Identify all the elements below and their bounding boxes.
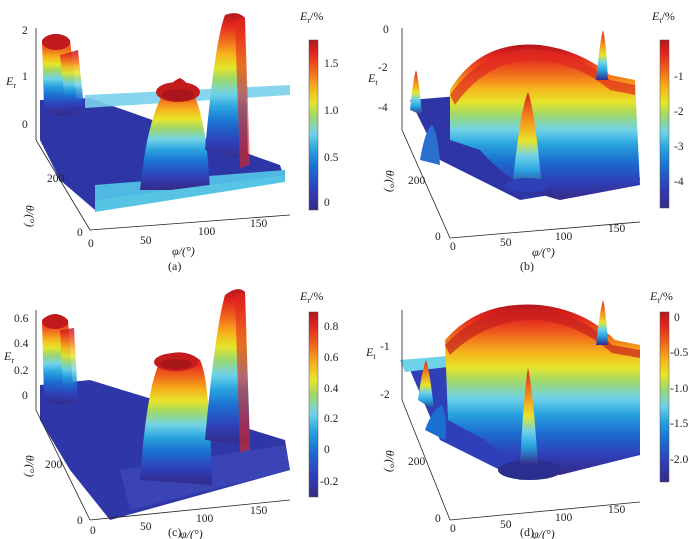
phi-tick-b-150: 150: [608, 223, 626, 235]
colorbar-tick-c-3: 0.2: [324, 413, 339, 425]
phi-tick-a-100: 100: [198, 226, 216, 238]
phi-tick-c-150: 150: [250, 505, 268, 517]
surface-d: [400, 300, 640, 480]
colorbar-title-b: Et/%: [651, 9, 675, 25]
colorbar-tick-c-1: 0.6: [324, 352, 339, 364]
z-axis-label-d: Et: [365, 345, 376, 361]
z-axis-label-b: Et: [367, 71, 378, 87]
colorbar-c: Er/% 0.8 0.6 0.4 0.2 0 -0.2: [299, 289, 339, 498]
z-tick-d-0: -1: [380, 341, 390, 353]
colorbar-bar-d: [659, 311, 670, 483]
phi-tick-d-0: 0: [450, 523, 456, 535]
theta-tick-a-0: 0: [77, 227, 83, 239]
theta-axis-label-c: θ/(°): [23, 455, 37, 477]
surface-b: [410, 30, 640, 200]
colorbar-bar-b: [659, 39, 670, 209]
z-tick-c-0: 0.6: [14, 313, 29, 325]
colorbar-tick-c-5: -0.2: [320, 476, 338, 488]
theta-tick-c-200: 200: [45, 459, 63, 471]
colorbar-tick-c-0: 0.8: [324, 321, 339, 333]
axes-b: 0 -2 -4 Et 200 0 θ/(°) 0 50 100 150 φ/(°…: [367, 24, 641, 259]
z-tick-c-3: 0: [22, 390, 28, 402]
caption-a: (a): [168, 259, 181, 273]
theta-axis-label-d: θ/(°): [383, 450, 397, 472]
colorbar-title-d: Et/%: [649, 289, 673, 305]
colorbar-tick-a-1: 1.0: [324, 105, 339, 117]
phi-tick-d-150: 150: [608, 504, 626, 516]
phi-tick-b-50: 50: [500, 237, 512, 249]
phi-tick-b-0: 0: [450, 241, 456, 253]
colorbar-tick-d-1: -0.5: [670, 347, 688, 359]
colorbar-tick-a-0: 1.5: [324, 58, 339, 70]
phi-axis-label-a: φ/(°): [172, 244, 195, 258]
colorbar-a: Er/% 1.5 1.0 0.5 0: [299, 9, 339, 211]
phi-tick-a-0: 0: [88, 238, 94, 250]
phi-tick-c-0: 0: [90, 525, 96, 537]
colorbar-d: Et/% 0 -0.5 -1.0 -1.5 -2.0: [649, 289, 688, 483]
panel-d: -1 -2 Et 200 0 θ/(°) 0 50 100 150 φ/(°) …: [365, 289, 688, 539]
z-axis-label-a: Er: [5, 74, 16, 90]
colorbar-tick-d-3: -1.5: [670, 418, 688, 430]
colorbar-tick-a-3: 0: [324, 197, 330, 209]
z-tick-b-1: -2: [378, 62, 388, 74]
axes-d: -1 -2 Et 200 0 θ/(°) 0 50 100 150 φ/(°): [365, 310, 641, 539]
theta-tick-d-200: 200: [408, 456, 426, 468]
colorbar-title-a: Er/%: [299, 9, 323, 25]
colorbar-tick-d-2: -1.0: [670, 383, 688, 395]
theta-axis-label-a: θ/(°): [23, 205, 37, 227]
colorbar-tick-c-4: 0: [324, 444, 330, 456]
theta-tick-c-0: 0: [77, 515, 83, 527]
colorbar-tick-b-3: -4: [674, 176, 684, 188]
surface-c: [40, 289, 290, 520]
panel-b: 0 -2 -4 Et 200 0 θ/(°) 0 50 100 150 φ/(°…: [367, 9, 684, 273]
axes-c: 0.6 0.4 0.2 0 Er 200 0 θ/(°) 0 50 100 15…: [3, 310, 291, 539]
theta-tick-b-0: 0: [435, 231, 441, 243]
phi-tick-c-50: 50: [140, 521, 152, 533]
caption-b: (b): [520, 259, 534, 273]
z-tick-b-2: -4: [378, 102, 388, 114]
colorbar-tick-c-2: 0.4: [324, 383, 339, 395]
z-tick-a-2: 2: [22, 25, 28, 37]
colorbar-title-c: Er/%: [299, 289, 323, 305]
z-tick-d-1: -2: [380, 389, 390, 401]
colorbar-tick-d-0: 0: [674, 312, 680, 324]
colorbar-tick-d-4: -2.0: [670, 454, 688, 466]
z-tick-a-0: 0: [22, 119, 28, 131]
phi-axis-label-c: φ/(°): [180, 527, 203, 539]
z-tick-a-1: 1: [22, 71, 28, 83]
theta-tick-b-200: 200: [408, 175, 426, 187]
colorbar-tick-b-1: -2: [674, 106, 684, 118]
phi-axis-label-b: φ/(°): [532, 245, 555, 259]
z-tick-c-2: 0.2: [14, 365, 29, 377]
panel-a: 2 1 0 Er 200 0 θ/(°) 0 50 100 150 φ/(°) …: [5, 9, 339, 273]
phi-tick-c-100: 100: [196, 513, 214, 525]
theta-tick-a-200: 200: [47, 173, 65, 185]
surface-a: [40, 13, 290, 212]
colorbar-tick-a-2: 0.5: [324, 152, 339, 164]
phi-axis-label-d: φ/(°): [532, 527, 555, 539]
z-tick-b-0: 0: [383, 24, 389, 36]
phi-tick-b-100: 100: [555, 231, 573, 243]
colorbar-b: Et/% -1 -2 -3 -4: [651, 9, 684, 209]
theta-tick-d-0: 0: [435, 513, 441, 525]
phi-tick-d-50: 50: [500, 519, 512, 531]
caption-d: (d): [520, 525, 534, 539]
colorbar-tick-b-2: -3: [674, 141, 684, 153]
z-tick-c-1: 0.4: [14, 338, 29, 350]
colorbar-tick-b-0: -1: [674, 71, 684, 83]
colorbar-bar-c: [308, 311, 319, 498]
phi-tick-d-100: 100: [555, 512, 573, 524]
axes-a: 2 1 0 Er 200 0 θ/(°) 0 50 100 150 φ/(°): [5, 25, 291, 258]
z-axis-label-c: Er: [3, 349, 14, 365]
colorbar-bar-a: [308, 39, 319, 211]
caption-c: (c): [168, 525, 181, 539]
panel-c: 0.6 0.4 0.2 0 Er 200 0 θ/(°) 0 50 100 15…: [3, 289, 339, 539]
phi-tick-a-50: 50: [140, 235, 152, 247]
theta-axis-label-b: θ/(°): [383, 170, 397, 192]
phi-tick-a-150: 150: [250, 218, 268, 230]
